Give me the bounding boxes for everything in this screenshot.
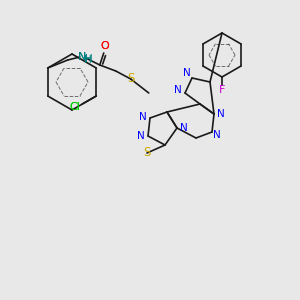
Text: H: H [84,55,92,65]
Text: S: S [127,73,134,85]
Text: H: H [85,54,93,64]
Text: N: N [174,85,182,95]
Text: N: N [78,52,86,62]
Text: N: N [139,112,147,122]
Text: N: N [213,130,221,140]
Text: N: N [183,68,191,78]
Text: N: N [78,52,86,62]
Text: N: N [217,109,225,119]
Text: F: F [219,85,225,95]
Text: N: N [137,131,145,141]
Text: O: O [100,41,109,51]
Text: Cl: Cl [70,102,81,112]
Text: Cl: Cl [70,102,81,112]
Text: N: N [180,123,188,133]
Text: S: S [143,146,151,160]
Text: O: O [100,41,109,51]
